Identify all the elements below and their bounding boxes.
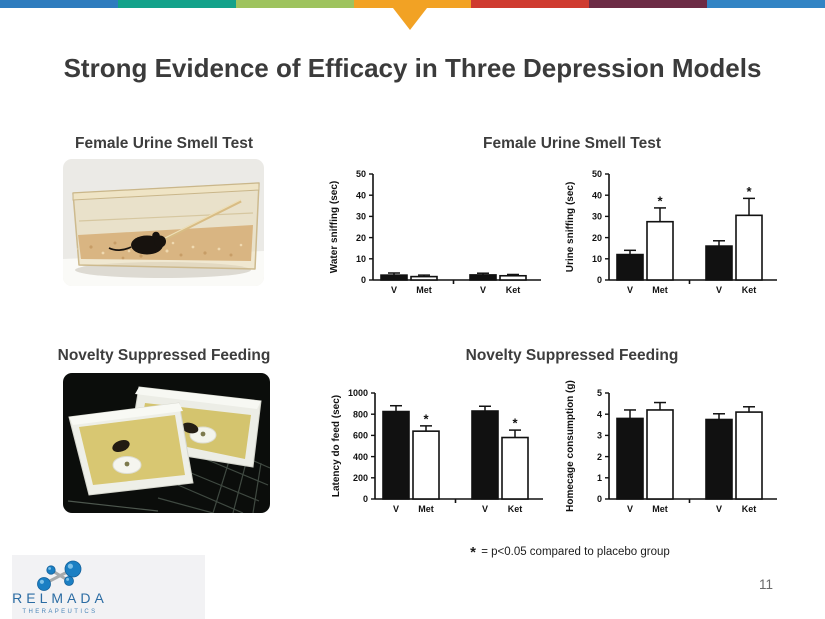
- chart-water-sniffing: 0 10 20 30 40 50 Water sniffing (sec) V Met V Ket: [329, 169, 541, 295]
- novelty-suppressed-feeding-photo: [63, 373, 270, 513]
- x-tick-label: V: [391, 285, 397, 295]
- bar-ket-3: [501, 436, 529, 500]
- x-tick-label: Met: [652, 285, 668, 295]
- x-tick-label: Ket: [506, 285, 521, 295]
- y-tick-label: 5: [597, 388, 602, 398]
- y-tick-label: 50: [592, 169, 602, 179]
- bar-met-1: [410, 275, 438, 281]
- topbar-segment-2: [235, 0, 354, 8]
- x-tick-label: Ket: [742, 504, 757, 514]
- y-tick-label: 30: [356, 212, 366, 222]
- x-tick-label: Ket: [508, 504, 523, 514]
- x-tick-label: V: [482, 504, 488, 514]
- significance-star: *: [423, 411, 429, 426]
- y-tick-label: 0: [361, 275, 366, 285]
- page-number: 11: [758, 577, 773, 592]
- y-axis-label: Homecage consumption (g): [565, 380, 576, 512]
- y-tick-label: 40: [592, 190, 602, 200]
- x-tick-label: V: [393, 504, 399, 514]
- slide-title: Strong Evidence of Efficacy in Three Dep…: [63, 53, 762, 83]
- left-bin-illustration: [68, 402, 194, 496]
- x-tick-label: Met: [652, 504, 668, 514]
- significance-star: *: [512, 416, 518, 431]
- bar-v-0: [382, 410, 410, 500]
- bar-met-1: [646, 409, 674, 500]
- y-tick-label: 1: [597, 473, 602, 483]
- swab-stick: [154, 199, 242, 246]
- swab-stick-highlight: [155, 199, 242, 243]
- topbar-segment-1: [117, 0, 236, 8]
- y-tick-label: 2: [597, 452, 602, 462]
- topbar-segment-3: [353, 0, 472, 8]
- topbar-segment-0: [0, 0, 118, 8]
- relmada-logo: RELMADA THERAPEUTICS: [12, 555, 205, 619]
- bar-ket-3: [735, 411, 763, 500]
- bar-met-1: [412, 430, 440, 500]
- bar-v-2: [705, 245, 733, 281]
- significance-star: *: [657, 193, 663, 208]
- x-tick-label: V: [716, 285, 722, 295]
- y-tick-label: 10: [592, 254, 602, 264]
- y-tick-label: 20: [592, 233, 602, 243]
- y-tick-label: 20: [356, 233, 366, 243]
- y-tick-label: 3: [597, 431, 602, 441]
- top-color-bar: [0, 0, 825, 8]
- y-tick-label: 600: [353, 431, 368, 441]
- x-tick-label: Ket: [742, 285, 757, 295]
- significance-star: *: [746, 184, 752, 199]
- bar-v-0: [380, 274, 408, 281]
- y-axis-label: Water sniffing (sec): [329, 181, 340, 273]
- heading-female-urine-smell-test-charts: Female Urine Smell Test: [482, 135, 662, 152]
- heading-novelty-suppressed-feeding-charts: Novelty Suppressed Feeding: [465, 347, 679, 364]
- x-tick-label: V: [480, 285, 486, 295]
- y-tick-label: 1000: [348, 388, 368, 398]
- y-tick-label: 4: [597, 409, 602, 419]
- footnote-text: = p<0.05 compared to placebo group: [481, 546, 670, 558]
- y-tick-label: 400: [353, 452, 368, 462]
- y-tick-label: 10: [356, 254, 366, 264]
- x-tick-label: V: [716, 504, 722, 514]
- topbar-segment-6: [707, 0, 825, 8]
- y-tick-label: 0: [597, 494, 602, 504]
- y-tick-label: 30: [592, 212, 602, 222]
- x-tick-label: V: [627, 285, 633, 295]
- x-tick-label: V: [627, 504, 633, 514]
- female-urine-smell-test-photo: [63, 159, 264, 286]
- x-tick-label: Met: [418, 504, 434, 514]
- y-axis-label: Urine sniffing (sec): [565, 182, 576, 273]
- y-tick-label: 50: [356, 169, 366, 179]
- heading-novelty-suppressed-feeding-photo: Novelty Suppressed Feeding: [57, 347, 271, 364]
- y-tick-label: 40: [356, 190, 366, 200]
- significance-footnote: * = p<0.05 compared to placebo group: [400, 544, 740, 561]
- chart-urine-sniffing: 0 10 20 30 40 50 Urine sniffing (sec) V * Met V * Ke…: [565, 169, 777, 295]
- y-tick-label: 0: [363, 494, 368, 504]
- y-axis-label: Latency do feed (sec): [331, 395, 342, 497]
- footnote-asterisk: *: [470, 544, 476, 561]
- bar-v-0: [616, 417, 644, 500]
- y-tick-label: 800: [353, 409, 368, 419]
- molecule-spheres-icon: [37, 560, 82, 591]
- bar-v-2: [469, 274, 497, 281]
- x-tick-label: Met: [416, 285, 432, 295]
- bar-ket-3: [499, 274, 527, 281]
- y-tick-label: 0: [597, 275, 602, 285]
- bar-v-2: [705, 418, 733, 500]
- bar-met-1: [646, 220, 674, 281]
- down-arrow-marker: [393, 8, 427, 30]
- topbar-segment-4: [471, 0, 590, 8]
- bar-v-2: [471, 410, 499, 500]
- chart-latency-to-feed: 0 200 400 600 800 1000 Latency do feed (sec) V *…: [331, 388, 543, 514]
- logo-name-text: RELMADA: [12, 590, 108, 606]
- bar-ket-3: [735, 214, 763, 281]
- chart-homecage-consumption: 0 1 2 3 4 5 Homecage consumption (g) V Met V Ket: [565, 380, 777, 514]
- bar-v-0: [616, 253, 644, 281]
- topbar-segment-5: [589, 0, 708, 8]
- mouse-illustration: [108, 231, 166, 255]
- heading-female-urine-smell-test-photo: Female Urine Smell Test: [74, 135, 254, 152]
- y-tick-label: 200: [353, 473, 368, 483]
- logo-subtitle-text: THERAPEUTICS: [22, 609, 97, 615]
